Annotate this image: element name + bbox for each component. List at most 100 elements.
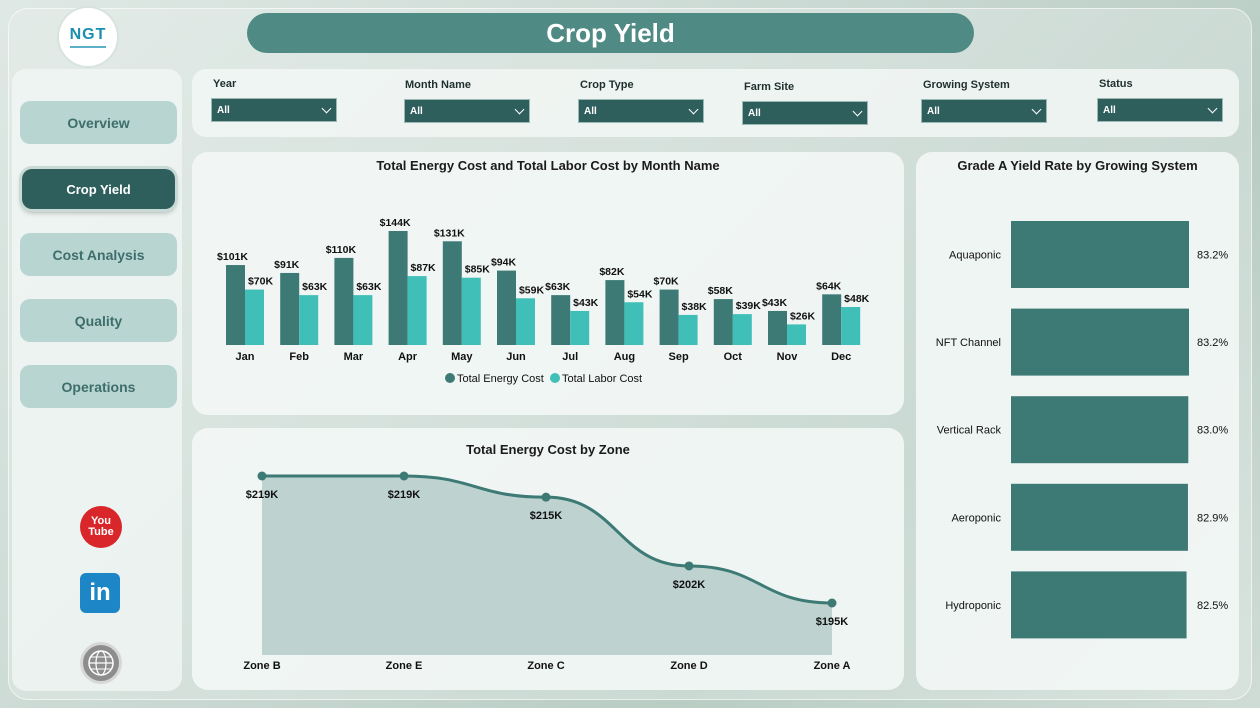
x-tick-label: Zone C: [527, 660, 564, 672]
bar-energy: [659, 289, 679, 345]
x-tick-label: Nov: [777, 351, 799, 363]
zone-cost-panel: Total Energy Cost by Zone $219K Zone B $21…: [192, 428, 904, 690]
filter-value: All: [410, 105, 423, 117]
data-label: $101K: [217, 251, 248, 263]
filter-label-month: Month Name: [405, 79, 471, 91]
bar-energy: [280, 272, 300, 345]
bar-energy: [822, 294, 842, 345]
data-label: $43K: [762, 297, 788, 309]
bar-yield: [1011, 308, 1189, 376]
data-label: $219K: [388, 489, 420, 501]
filter-select-farm-site[interactable]: All: [742, 101, 868, 125]
x-tick-label: May: [451, 351, 473, 363]
bar-energy: [605, 280, 625, 345]
y-category-label: Vertical Rack: [937, 425, 1002, 437]
globe-icon[interactable]: [80, 642, 122, 684]
data-label: $82K: [599, 266, 625, 278]
filter-value: All: [584, 105, 597, 117]
bar-energy: [768, 310, 787, 345]
x-tick-label: Feb: [289, 351, 309, 363]
grade-a-yield-panel: Grade A Yield Rate by Growing System Aqu…: [916, 152, 1239, 690]
chevron-down-icon: [1031, 104, 1042, 114]
filter-label-growing-system: Growing System: [923, 79, 1010, 91]
bar-yield: [1011, 396, 1189, 464]
bar-yield: [1011, 571, 1187, 639]
bar-yield: [1011, 221, 1189, 288]
chevron-down-icon: [852, 106, 863, 116]
bar-energy: [226, 265, 245, 345]
data-label: 82.9%: [1197, 512, 1228, 524]
monthly-cost-chart: $101K$70KJan$91K$63KFeb$110K$63KMar$144K…: [217, 217, 870, 385]
nav-cost-analysis-button[interactable]: Cost Analysis: [20, 233, 177, 276]
youtube-icon[interactable]: You Tube: [80, 506, 122, 548]
data-label: 83.2%: [1197, 250, 1228, 262]
bar-labor: [461, 277, 481, 345]
data-point: [684, 561, 694, 571]
x-tick-label: Jan: [236, 351, 255, 363]
data-label: $54K: [627, 288, 653, 300]
bar-labor: [732, 314, 752, 345]
data-label: $63K: [302, 281, 328, 293]
logo: NGT: [57, 6, 119, 68]
x-tick-label: Zone E: [386, 660, 423, 672]
filter-value: All: [1103, 104, 1116, 116]
data-label: $64K: [816, 280, 842, 292]
bar-yield: [1011, 483, 1188, 551]
legend-label: Total Labor Cost: [562, 373, 642, 385]
bar-labor: [787, 324, 806, 345]
data-point: [257, 471, 267, 481]
nav-label: Overview: [67, 114, 130, 131]
data-label: $26K: [790, 310, 816, 322]
x-tick-label: Dec: [831, 351, 851, 363]
x-tick-label: Oct: [724, 351, 743, 363]
data-label: $58K: [708, 285, 734, 297]
data-label: $43K: [573, 297, 599, 309]
x-tick-label: Sep: [669, 351, 689, 363]
data-label: 82.5%: [1197, 600, 1228, 612]
nav-overview-button[interactable]: Overview: [20, 101, 177, 144]
chart-title: Total Energy Cost and Total Labor Cost b…: [376, 158, 720, 173]
nav-label: Cost Analysis: [52, 246, 145, 263]
grade-a-yield-chart: Aquaponic 83.2% NFT Channel 83.2% Vertical R…: [936, 221, 1228, 639]
zone-cost-chart: $219K Zone B $219K Zone E $215K Zone C $202K Zo…: [243, 471, 850, 672]
filter-select-crop-type[interactable]: All: [578, 99, 704, 123]
chevron-down-icon: [514, 104, 525, 114]
bar-energy: [334, 257, 354, 345]
data-label: $91K: [274, 259, 300, 271]
y-category-label: Aquaponic: [949, 250, 1001, 262]
filter-select-month[interactable]: All: [404, 99, 530, 123]
chevron-down-icon: [321, 103, 332, 113]
x-tick-label: Zone D: [670, 660, 707, 672]
filter-select-status[interactable]: All: [1097, 98, 1223, 122]
data-point: [541, 492, 551, 502]
nav-quality-button[interactable]: Quality: [20, 299, 177, 342]
bar-labor: [245, 289, 264, 345]
x-tick-label: Apr: [398, 351, 418, 363]
filter-label-farm-site: Farm Site: [744, 81, 795, 93]
data-label: $219K: [246, 489, 278, 501]
nav-crop-yield-button[interactable]: Crop Yield: [22, 169, 175, 209]
bar-labor: [299, 295, 319, 345]
bar-labor: [516, 298, 535, 345]
data-label: $48K: [844, 293, 870, 305]
data-label: $215K: [530, 510, 562, 522]
data-label: $94K: [491, 257, 517, 269]
bar-labor: [570, 310, 590, 345]
bar-labor: [624, 302, 644, 345]
y-category-label: NFT Channel: [936, 337, 1001, 349]
globe-glyph: [88, 650, 114, 676]
filter-label-crop-type: Crop Type: [580, 79, 634, 91]
chevron-down-icon: [688, 104, 699, 114]
linkedin-icon[interactable]: in: [80, 573, 120, 613]
data-point: [399, 471, 409, 481]
filter-select-growing-system[interactable]: All: [921, 99, 1047, 123]
nav-operations-button[interactable]: Operations: [20, 365, 177, 408]
data-label: $85K: [465, 264, 491, 276]
nav-label: Crop Yield: [66, 181, 131, 197]
area-fill: [262, 476, 832, 655]
data-label: $144K: [380, 217, 411, 229]
filter-select-year[interactable]: All: [211, 98, 337, 122]
data-label: $87K: [411, 262, 437, 274]
data-label: $59K: [519, 284, 545, 296]
bar-labor: [841, 307, 861, 345]
